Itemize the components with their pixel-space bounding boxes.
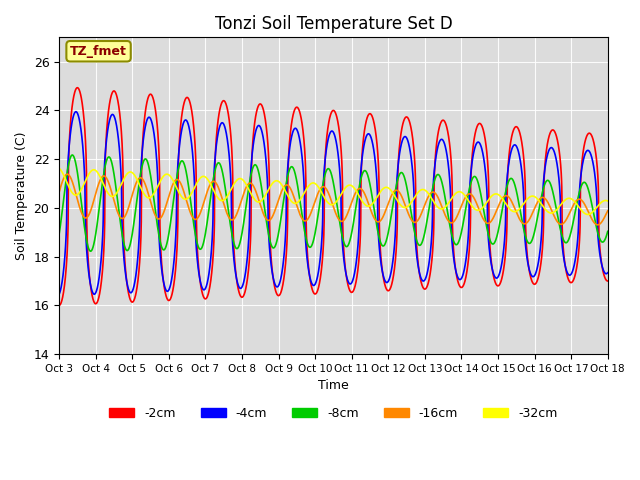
-4cm (593, 220, 601, 226)
-2cm (593, 162, 601, 168)
-16cm (266, 217, 273, 223)
-32cm (534, 196, 541, 202)
-8cm (604, 228, 612, 234)
-4cm (72, 109, 80, 115)
-8cm (118, 231, 126, 237)
Text: TZ_fmet: TZ_fmet (70, 45, 127, 58)
-32cm (150, 190, 158, 196)
X-axis label: Time: Time (318, 379, 349, 392)
-4cm (290, 127, 298, 133)
Legend: -2cm, -4cm, -8cm, -16cm, -32cm: -2cm, -4cm, -8cm, -16cm, -32cm (104, 402, 563, 424)
-4cm (90, 291, 98, 297)
-32cm (584, 212, 591, 217)
-32cm (55, 166, 63, 171)
Y-axis label: Soil Temperature (C): Soil Temperature (C) (15, 132, 28, 260)
-16cm (604, 208, 612, 214)
Line: -32cm: -32cm (59, 168, 608, 215)
-8cm (151, 202, 159, 208)
-2cm (74, 85, 81, 91)
-8cm (593, 228, 601, 234)
-16cm (534, 199, 542, 204)
-16cm (594, 222, 602, 228)
Line: -16cm: -16cm (59, 174, 608, 225)
-32cm (593, 204, 601, 210)
-4cm (151, 135, 159, 141)
-32cm (604, 198, 612, 204)
-8cm (266, 238, 274, 243)
-8cm (534, 211, 542, 216)
Line: -2cm: -2cm (59, 88, 608, 305)
-4cm (118, 224, 126, 230)
-4cm (266, 250, 274, 255)
-2cm (150, 101, 158, 107)
Title: Tonzi Soil Temperature Set D: Tonzi Soil Temperature Set D (214, 15, 452, 33)
-16cm (150, 211, 158, 216)
-4cm (534, 261, 542, 266)
-32cm (118, 180, 125, 186)
-8cm (55, 231, 63, 237)
-16cm (118, 216, 125, 221)
-16cm (63, 171, 71, 177)
-4cm (604, 270, 612, 276)
-8cm (68, 152, 76, 158)
-2cm (118, 137, 125, 143)
-8cm (87, 248, 95, 254)
-8cm (290, 166, 298, 172)
-32cm (289, 200, 297, 206)
-2cm (290, 110, 298, 116)
-2cm (534, 276, 542, 281)
-2cm (266, 225, 273, 230)
-16cm (55, 190, 63, 195)
-2cm (604, 278, 612, 284)
-32cm (266, 185, 273, 191)
Line: -4cm: -4cm (59, 112, 608, 294)
-2cm (55, 302, 63, 308)
Line: -8cm: -8cm (59, 155, 608, 251)
-4cm (55, 291, 63, 297)
-16cm (593, 222, 601, 228)
-16cm (290, 193, 298, 199)
